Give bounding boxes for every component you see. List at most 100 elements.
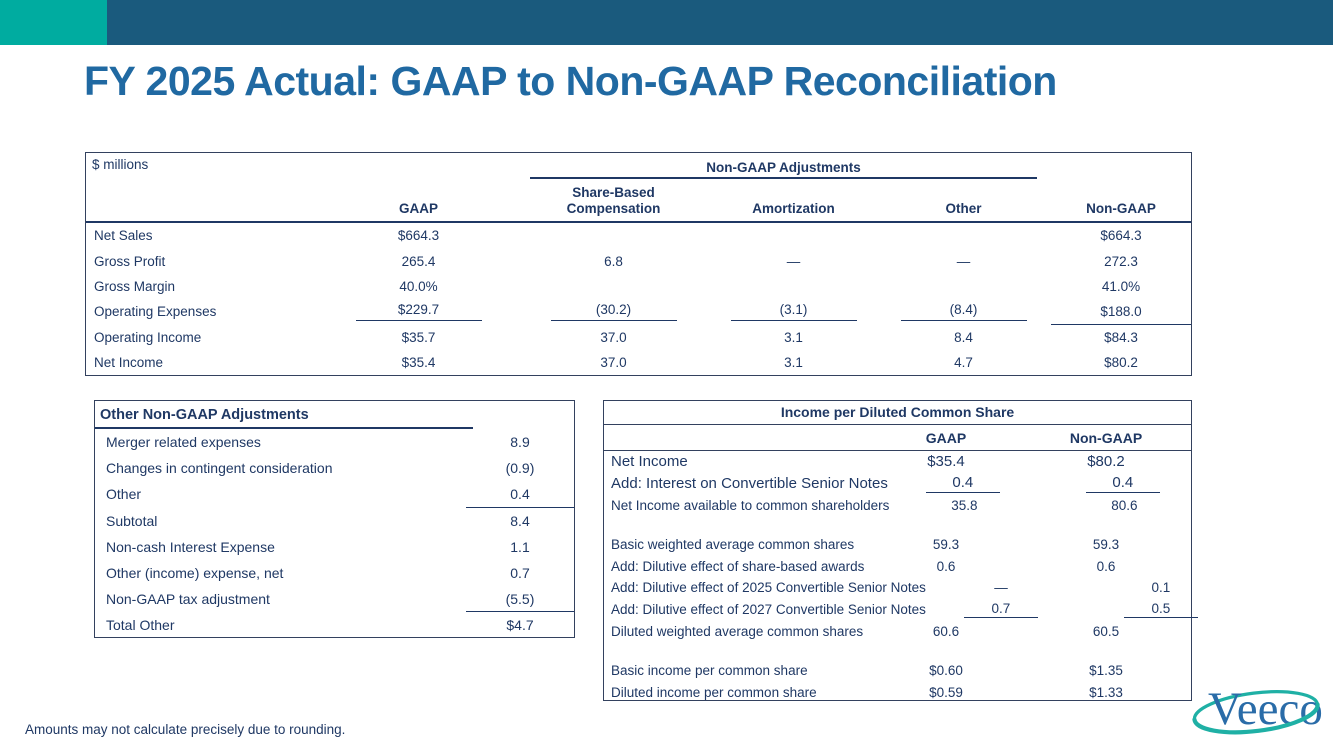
row-label: Operating Expenses bbox=[94, 304, 217, 320]
row-label: Changes in contingent consideration bbox=[106, 460, 333, 477]
column-header-nongaap: Non-GAAP bbox=[1069, 429, 1143, 446]
veeco-logo: Veeco bbox=[1192, 683, 1323, 735]
table-column-header-row: GAAP Non-GAAP bbox=[604, 425, 1191, 451]
cell-value: 6.8 bbox=[604, 253, 623, 269]
column-header-empty bbox=[86, 179, 321, 221]
table-row: Diluted weighted average common shares 6… bbox=[604, 621, 1191, 643]
row-label: Gross Profit bbox=[94, 253, 166, 269]
cell-value: $1.33 bbox=[1089, 684, 1123, 700]
table-row: Add: Dilutive effect of 2025 Convertible… bbox=[604, 577, 1191, 599]
cell-value: 0.7 bbox=[963, 601, 1038, 619]
table-row: Operating Income $35.7 37.0 3.1 8.4 $84.… bbox=[86, 325, 1191, 350]
page-title: FY 2025 Actual: GAAP to Non-GAAP Reconci… bbox=[84, 58, 1057, 104]
table-row: Add: Dilutive effect of share-based awar… bbox=[604, 555, 1191, 577]
row-label: Other (income) expense, net bbox=[106, 565, 284, 582]
cell-value: 8.9 bbox=[510, 434, 530, 451]
row-label: Basic income per common share bbox=[611, 662, 808, 678]
row-label: Other bbox=[106, 486, 142, 503]
table-row: Subtotal 8.4 bbox=[95, 508, 574, 534]
column-header-empty bbox=[604, 425, 871, 450]
cell-value: 41.0% bbox=[1101, 278, 1141, 294]
cell-value: (30.2) bbox=[550, 302, 677, 322]
units-label: $ millions bbox=[92, 157, 149, 172]
cell-value: $0.60 bbox=[929, 662, 963, 678]
cell-value: (5.5) bbox=[466, 586, 574, 613]
cell-value: $664.3 bbox=[397, 228, 440, 244]
table-row: Net Sales $664.3 $664.3 bbox=[86, 223, 1191, 248]
cell-value: $84.3 bbox=[1104, 329, 1138, 345]
other-adjustments-table: Other Non-GAAP Adjustments Merger relate… bbox=[94, 400, 575, 638]
cell-value: $35.4 bbox=[401, 355, 436, 371]
cell-value: 3.1 bbox=[784, 355, 803, 371]
row-label: Merger related expenses bbox=[106, 434, 261, 451]
table-row: Gross Profit 265.4 6.8 — — 272.3 bbox=[86, 248, 1191, 273]
cell-value: — bbox=[956, 253, 971, 269]
other-adjustments-title: Other Non-GAAP Adjustments bbox=[95, 401, 574, 429]
cell-value: 0.4 bbox=[466, 481, 574, 508]
cell-value: 0.6 bbox=[1096, 558, 1116, 574]
cell-value: $4.7 bbox=[506, 617, 534, 634]
gaap-reconciliation-table: $ millions Non-GAAP Adjustments GAAP Sha… bbox=[85, 152, 1192, 376]
cell-value: $0.59 bbox=[929, 684, 963, 700]
row-label: Add: Interest on Convertible Senior Note… bbox=[611, 475, 888, 493]
cell-value: 80.6 bbox=[1111, 497, 1138, 513]
row-label: Add: Dilutive effect of 2025 Convertible… bbox=[611, 580, 926, 596]
table-row: Non-GAAP tax adjustment (5.5) bbox=[95, 586, 574, 613]
cell-value: 4.7 bbox=[954, 355, 973, 371]
table-row: Non-cash Interest Expense 1.1 bbox=[95, 534, 574, 560]
banner-teal-block bbox=[0, 0, 107, 45]
column-header-gaap: GAAP bbox=[398, 200, 438, 216]
cell-value: — bbox=[786, 253, 801, 269]
cell-value: $229.7 bbox=[355, 302, 482, 322]
cell-value: 60.6 bbox=[932, 623, 960, 639]
cell-value: $35.4 bbox=[927, 453, 965, 471]
column-header-sbc: Share-Based Compensation bbox=[566, 184, 661, 216]
table-column-header-row: GAAP Share-Based Compensation Amortizati… bbox=[86, 179, 1191, 223]
table-row: Net Income available to common sharehold… bbox=[604, 495, 1191, 517]
row-label: Diluted weighted average common shares bbox=[611, 623, 864, 639]
table-row: Basic income per common share $0.60 $1.3… bbox=[604, 659, 1191, 681]
spacer-row bbox=[604, 642, 1191, 659]
cell-value: 0.6 bbox=[936, 558, 956, 574]
cell-value: $1.35 bbox=[1089, 662, 1123, 678]
cell-value: 3.1 bbox=[784, 329, 803, 345]
table-row: Operating Expenses $229.7 (30.2) (3.1) (… bbox=[86, 299, 1191, 325]
cell-value: 60.5 bbox=[1092, 623, 1120, 639]
cell-value: 0.1 bbox=[1151, 580, 1171, 596]
income-per-share-table: Income per Diluted Common Share GAAP Non… bbox=[603, 400, 1198, 701]
cell-value: (3.1) bbox=[730, 302, 857, 322]
cell-value: 0.4 bbox=[1085, 474, 1160, 494]
cell-value: $35.7 bbox=[401, 329, 436, 345]
row-label: Gross Margin bbox=[94, 278, 176, 294]
row-label: Operating Income bbox=[94, 329, 202, 345]
cell-value: 37.0 bbox=[600, 329, 627, 345]
column-header-gaap: GAAP bbox=[925, 429, 967, 446]
table-row: Merger related expenses 8.9 bbox=[95, 429, 574, 455]
row-label: Non-cash Interest Expense bbox=[106, 538, 275, 555]
table-row: Other (income) expense, net 0.7 bbox=[95, 560, 574, 586]
cell-value: 35.8 bbox=[951, 497, 978, 513]
row-label: Net Sales bbox=[94, 228, 153, 244]
table-row: Add: Dilutive effect of 2027 Convertible… bbox=[604, 599, 1198, 621]
table-row: Total Other $4.7 bbox=[95, 612, 574, 638]
row-label: Total Other bbox=[106, 617, 175, 634]
cell-value: 0.7 bbox=[510, 565, 530, 582]
table-row: Other 0.4 bbox=[95, 481, 574, 508]
table-row: Basic weighted average common shares 59.… bbox=[604, 533, 1191, 555]
top-banner bbox=[0, 0, 1333, 45]
table-group-header-row: $ millions Non-GAAP Adjustments bbox=[86, 153, 1191, 179]
row-label: Add: Dilutive effect of share-based awar… bbox=[611, 558, 865, 574]
row-label: Non-GAAP tax adjustment bbox=[106, 591, 270, 608]
row-label: Add: Dilutive effect of 2027 Convertible… bbox=[611, 602, 926, 618]
banner-blue-bar bbox=[107, 0, 1333, 45]
cell-value: — bbox=[994, 580, 1008, 596]
spacer-row bbox=[604, 516, 1191, 533]
rounding-footnote: Amounts may not calculate precisely due … bbox=[25, 722, 346, 737]
cell-value: 59.3 bbox=[1092, 536, 1120, 552]
cell-value: $188.0 bbox=[1100, 303, 1142, 319]
non-gaap-adjustments-group-header: Non-GAAP Adjustments bbox=[530, 153, 1037, 179]
row-label: Net Income bbox=[611, 453, 688, 471]
cell-value: (8.4) bbox=[900, 302, 1027, 322]
cell-value: (0.9) bbox=[505, 460, 535, 477]
